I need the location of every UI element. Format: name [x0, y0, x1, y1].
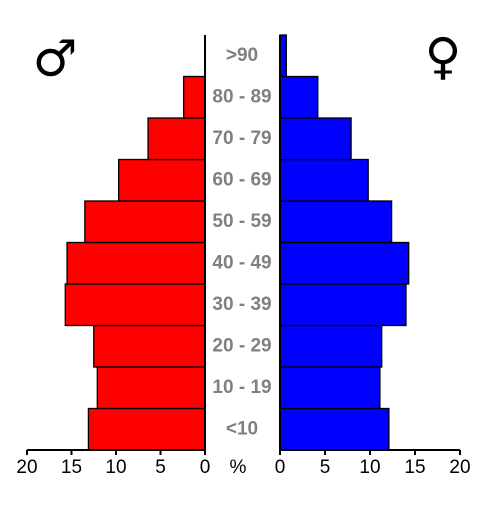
x-tick-label: 0	[200, 457, 211, 478]
x-tick-label: 5	[320, 457, 331, 478]
female-bar	[279, 200, 393, 244]
male-bar	[96, 366, 206, 410]
category-label: 10 - 19	[212, 377, 271, 398]
category-label: >90	[226, 45, 258, 66]
female-bar	[279, 407, 390, 451]
x-tick-label: 10	[105, 457, 126, 478]
category-label: 30 - 39	[212, 294, 271, 315]
male-bar	[118, 158, 206, 202]
x-tick-label: 20	[16, 457, 37, 478]
x-tick-label: 0	[275, 457, 286, 478]
x-tick-label: 10	[359, 457, 380, 478]
female-bar	[279, 283, 407, 327]
x-tick-label: 5	[155, 457, 166, 478]
x-tick-label: 15	[404, 457, 425, 478]
male-bar	[93, 324, 206, 368]
x-tick-label: 20	[449, 457, 470, 478]
category-label: <10	[226, 418, 258, 439]
female-bar	[279, 366, 381, 410]
male-bar	[84, 200, 206, 244]
category-label: 20 - 29	[212, 335, 271, 356]
category-label: 40 - 49	[212, 252, 271, 273]
male-bar	[182, 75, 206, 119]
female-bar	[279, 158, 369, 202]
x-axis-label: %	[230, 457, 247, 478]
category-label: 80 - 89	[212, 86, 271, 107]
female-legend: ♀	[425, 28, 462, 86]
male-legend: ♂	[33, 30, 78, 88]
category-label: 50 - 59	[212, 211, 271, 232]
x-tick-label: 15	[61, 457, 82, 478]
female-bar	[279, 75, 319, 119]
category-label: 70 - 79	[212, 128, 271, 149]
category-label: 60 - 69	[212, 169, 271, 190]
male-bar	[147, 117, 206, 161]
female-bar	[279, 324, 383, 368]
female-bar	[279, 117, 352, 161]
male-bar	[66, 241, 206, 285]
female-bar	[279, 241, 410, 285]
male-bar	[87, 407, 206, 451]
male-bar	[64, 283, 206, 327]
